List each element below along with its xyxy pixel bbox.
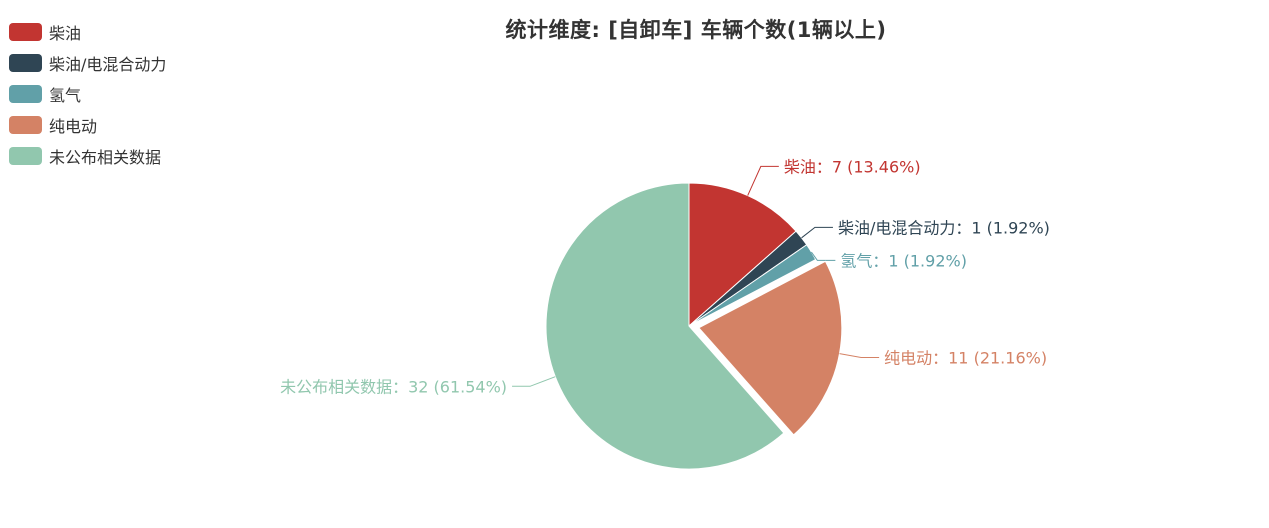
legend-label: 纯电动 (49, 116, 98, 136)
legend-label: 氢气 (49, 85, 82, 105)
legend-item-unpublished[interactable]: 未公布相关数据 (9, 140, 166, 171)
label-leader-line (512, 376, 556, 387)
pie-slice[interactable] (688, 182, 797, 328)
legend-label: 柴油/电混合动力 (49, 54, 167, 74)
legend-swatch (9, 84, 42, 103)
slice-label: 柴油：7 (13.46%) (784, 157, 921, 176)
slice-label: 氢气：1 (1.92%) (840, 251, 967, 270)
slice-label: 未公布相关数据：32 (61.54%) (280, 377, 507, 396)
legend-label: 柴油 (49, 23, 82, 43)
legend-label: 未公布相关数据 (49, 147, 162, 167)
legend-swatch (9, 146, 42, 165)
label-leader-line (801, 226, 833, 239)
chart-title: 统计维度: [自卸车] 车辆个数(1辆以上) (505, 18, 887, 42)
label-leader-line (747, 165, 779, 196)
label-leader-line (810, 251, 836, 261)
label-leader-line (839, 353, 880, 359)
legend-swatch (9, 22, 42, 41)
slice-label: 纯电动：11 (21.16%) (884, 349, 1047, 368)
legend: 柴油 柴油/电混合动力 氢气 纯电动 未公布相关数据 (9, 16, 166, 171)
legend-swatch (9, 53, 42, 72)
pie-slice[interactable] (545, 182, 785, 470)
legend-item-diesel[interactable]: 柴油 (9, 16, 166, 47)
legend-item-electric[interactable]: 纯电动 (9, 109, 166, 140)
slice-label: 柴油/电混合动力：1 (1.92%) (838, 218, 1050, 237)
legend-swatch (9, 115, 42, 134)
legend-item-diesel-hybrid[interactable]: 柴油/电混合动力 (9, 47, 166, 78)
legend-item-hydrogen[interactable]: 氢气 (9, 78, 166, 109)
